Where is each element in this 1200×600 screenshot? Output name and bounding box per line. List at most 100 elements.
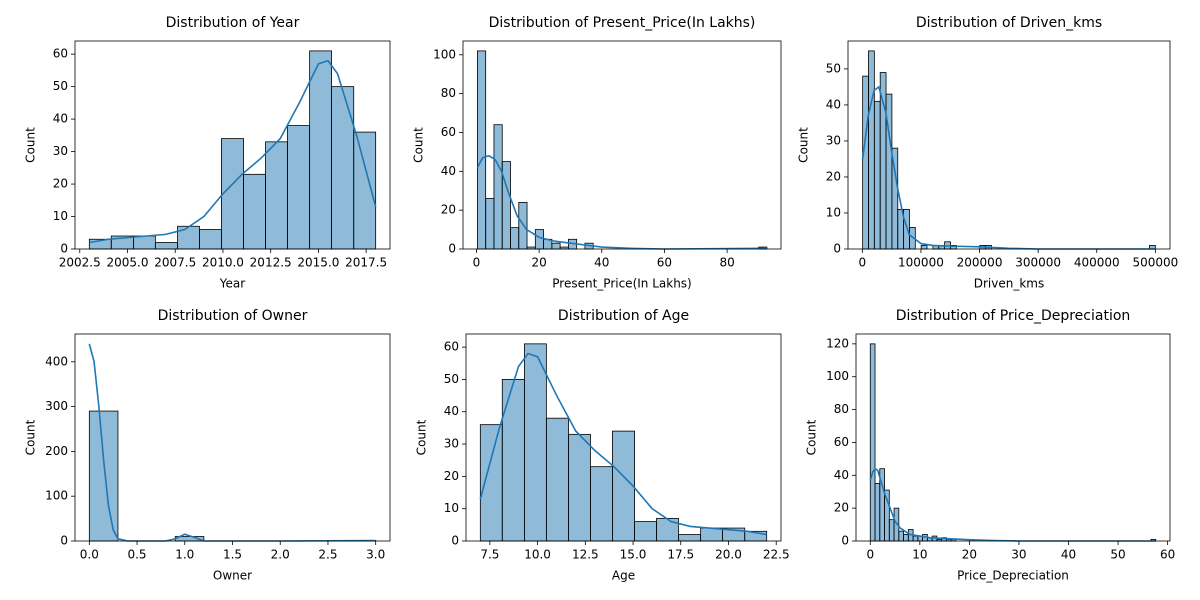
bar	[912, 535, 919, 542]
x-tick-label: 0.5	[127, 548, 146, 562]
bar	[868, 50, 875, 250]
y-tick-label: 120	[826, 336, 849, 350]
bar	[477, 50, 487, 250]
bar	[634, 521, 657, 542]
bar	[265, 141, 288, 250]
x-tick-label: 500000	[1132, 256, 1178, 270]
x-axis-label: Price_Depreciation	[957, 569, 1069, 583]
y-tick-label: 300	[45, 399, 68, 413]
x-tick-label: 20.0	[715, 548, 742, 562]
bar	[518, 201, 528, 250]
y-tick-label: 20	[441, 203, 456, 217]
bar	[534, 229, 544, 250]
y-tick-label: 20	[444, 469, 459, 483]
bar	[88, 410, 119, 542]
bar	[874, 483, 881, 542]
bar	[869, 343, 876, 542]
axes-frame	[465, 333, 782, 542]
x-tick-label: 2015.0	[297, 256, 339, 270]
bar	[243, 173, 266, 250]
y-tick-label: 30	[53, 144, 68, 158]
kde-line	[476, 154, 767, 250]
y-tick-label: 20	[834, 501, 849, 515]
y-tick-label: 100	[433, 47, 456, 61]
x-tick-label: 60	[1160, 548, 1175, 562]
bar	[331, 86, 355, 250]
y-tick-label: 10	[53, 209, 68, 223]
x-tick-label: 1.5	[223, 548, 242, 562]
bar	[568, 433, 591, 542]
y-tick-label: 60	[53, 47, 68, 61]
kde-line	[861, 85, 1156, 250]
axes-frame	[74, 40, 391, 250]
x-tick-label: 2005.0	[107, 256, 149, 270]
axes-frame	[847, 40, 1171, 250]
y-tick-label: 40	[834, 468, 849, 482]
bar	[678, 534, 702, 542]
x-tick-label: 40	[594, 256, 609, 270]
y-axis-label: Count	[805, 419, 819, 455]
bar	[700, 527, 723, 542]
x-tick-label: 60	[657, 256, 672, 270]
x-tick-label: 7.5	[480, 548, 499, 562]
y-tick-label: 0	[833, 242, 841, 256]
x-tick-label: 10	[912, 548, 927, 562]
y-axis-label: Count	[415, 419, 429, 455]
y-tick-label: 0	[841, 534, 849, 548]
bar	[510, 227, 520, 250]
bar	[501, 379, 525, 542]
x-tick-label: 1.0	[175, 548, 194, 562]
x-tick-label: 2010.0	[202, 256, 244, 270]
y-tick-label: 50	[444, 372, 459, 386]
x-tick-label: 300000	[1015, 256, 1061, 270]
x-tick-label: 15.0	[620, 548, 647, 562]
bar	[133, 235, 156, 250]
bar	[612, 430, 635, 542]
chart-title: Distribution of Price_Depreciation	[896, 308, 1131, 324]
kde-line	[88, 343, 376, 542]
bar	[873, 100, 881, 250]
y-axis-label: Count	[797, 127, 811, 163]
axes-frame	[74, 333, 391, 542]
axes-frame	[855, 333, 1171, 542]
y-tick-label: 40	[444, 404, 459, 418]
y-tick-label: 80	[441, 86, 456, 100]
x-tick-label: 0	[859, 256, 867, 270]
chart-title: Distribution of Present_Price(In Lakhs)	[489, 15, 756, 31]
y-tick-label: 40	[53, 112, 68, 126]
y-tick-label: 10	[826, 205, 841, 219]
x-tick-label: 3.0	[366, 548, 385, 562]
x-tick-label: 10.0	[524, 548, 551, 562]
y-tick-label: 50	[826, 61, 841, 75]
x-tick-label: 80	[719, 256, 734, 270]
y-tick-label: 80	[834, 402, 849, 416]
x-tick-label: 20	[962, 548, 977, 562]
x-tick-label: 2002.5	[59, 256, 101, 270]
y-axis-label: Count	[412, 127, 426, 163]
bar	[545, 417, 569, 542]
x-tick-label: 100000	[898, 256, 944, 270]
x-tick-label: 2.0	[271, 548, 290, 562]
x-tick-label: 2007.5	[154, 256, 196, 270]
y-axis-label: Count	[24, 127, 38, 163]
chart-title: Distribution of Year	[166, 15, 300, 31]
x-axis-label: Present_Price(In Lakhs)	[552, 277, 691, 291]
y-axis-label: Count	[24, 419, 38, 455]
x-tick-label: 0	[866, 548, 874, 562]
y-tick-label: 200	[45, 444, 68, 458]
x-axis-label: Driven_kms	[974, 277, 1045, 291]
x-axis-label: Year	[219, 277, 245, 291]
x-tick-label: 0	[473, 256, 481, 270]
bar	[879, 72, 887, 250]
bar	[485, 198, 495, 250]
bar	[524, 343, 547, 542]
bar	[903, 534, 909, 542]
y-tick-label: 0	[60, 242, 68, 256]
x-tick-label: 12.5	[572, 548, 599, 562]
y-tick-label: 20	[53, 177, 68, 191]
x-tick-label: 17.5	[667, 548, 694, 562]
x-axis-label: Age	[612, 569, 635, 583]
y-tick-label: 20	[826, 169, 841, 183]
x-tick-label: 400000	[1074, 256, 1120, 270]
